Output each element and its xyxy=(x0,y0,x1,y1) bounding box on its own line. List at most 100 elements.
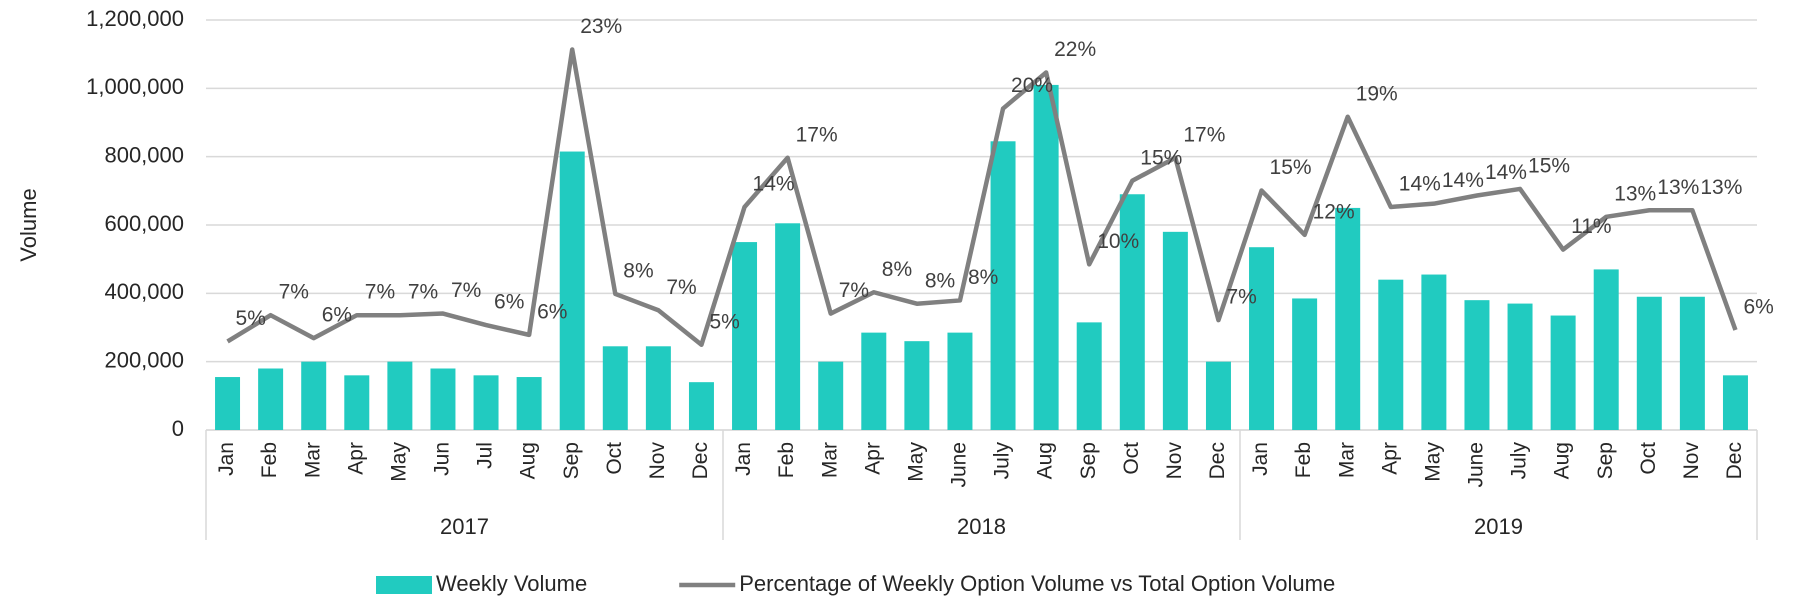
y-tick-label: 200,000 xyxy=(104,347,184,372)
data-label: 8% xyxy=(925,269,955,292)
x-tick-label: May xyxy=(387,442,410,482)
data-label: 13% xyxy=(1657,176,1699,199)
x-tick-label: Dec xyxy=(1723,442,1746,479)
data-label: 7% xyxy=(279,281,309,304)
x-tick-label: Jul xyxy=(474,442,497,469)
y-tick-label: 800,000 xyxy=(104,142,184,167)
x-tick-label: May xyxy=(1421,442,1444,482)
bar xyxy=(1292,298,1318,430)
bar xyxy=(258,368,284,430)
data-label: 7% xyxy=(408,281,438,304)
x-tick-label: Nov xyxy=(1680,442,1703,480)
x-tick-label: Jun xyxy=(431,442,454,476)
bar xyxy=(1076,322,1102,430)
bar xyxy=(775,223,801,430)
data-label: 20% xyxy=(1011,74,1053,97)
data-label: 15% xyxy=(1528,154,1570,177)
x-tick-label: Jan xyxy=(732,442,755,476)
bar xyxy=(1550,315,1576,430)
bar xyxy=(1464,300,1490,430)
x-tick-label: Mar xyxy=(301,442,324,478)
data-label: 15% xyxy=(1270,156,1312,179)
bar xyxy=(473,375,499,430)
legend-label: Weekly Volume xyxy=(436,571,587,596)
data-label: 6% xyxy=(1743,296,1773,319)
x-tick-label: June xyxy=(948,442,971,488)
bar xyxy=(947,332,973,430)
data-label: 5% xyxy=(236,307,266,330)
data-label: 12% xyxy=(1313,200,1355,223)
bar xyxy=(1119,194,1145,430)
bar xyxy=(602,346,628,430)
x-tick-label: Nov xyxy=(1163,442,1186,480)
bar xyxy=(1249,247,1275,430)
y-tick-label: 400,000 xyxy=(104,279,184,304)
y-tick-label: 600,000 xyxy=(104,211,184,236)
x-tick-label: July xyxy=(991,442,1014,480)
bar xyxy=(344,375,370,430)
data-label: 7% xyxy=(451,279,481,302)
data-label: 14% xyxy=(1442,169,1484,192)
x-tick-label: May xyxy=(904,442,927,482)
data-label: 6% xyxy=(322,304,352,327)
data-label: 7% xyxy=(839,279,869,302)
bar xyxy=(732,242,758,430)
data-label: 14% xyxy=(1485,161,1527,184)
data-label: 10% xyxy=(1097,230,1139,253)
x-tick-label: Dec xyxy=(1206,442,1229,479)
bar xyxy=(559,151,585,430)
x-tick-label: Nov xyxy=(646,442,669,480)
data-label: 7% xyxy=(365,281,395,304)
bar xyxy=(1378,279,1404,430)
bar xyxy=(1593,269,1619,430)
bar xyxy=(645,346,671,430)
x-tick-label: Dec xyxy=(689,442,712,479)
x-tick-label: July xyxy=(1508,442,1531,480)
bar xyxy=(1421,274,1447,430)
bar xyxy=(301,361,327,430)
legend-label: Percentage of Weekly Option Volume vs To… xyxy=(739,571,1335,596)
y-tick-label: 1,200,000 xyxy=(86,6,184,31)
bar xyxy=(1205,361,1231,430)
data-label: 22% xyxy=(1054,38,1096,61)
data-label: 8% xyxy=(968,266,998,289)
bar xyxy=(387,361,413,430)
legend-swatch xyxy=(376,576,432,594)
data-label: 5% xyxy=(709,310,739,333)
group-label: 2018 xyxy=(957,514,1006,539)
data-label: 8% xyxy=(882,258,912,281)
y-tick-label: 1,000,000 xyxy=(86,74,184,99)
bar xyxy=(990,141,1016,430)
bar xyxy=(1636,296,1662,430)
data-label: 13% xyxy=(1700,176,1742,199)
x-tick-label: Sep xyxy=(1594,442,1617,479)
data-label: 17% xyxy=(1183,123,1225,146)
x-tick-label: Apr xyxy=(1378,442,1401,475)
data-label: 6% xyxy=(494,291,524,314)
bar xyxy=(1679,296,1705,430)
x-tick-label: Feb xyxy=(775,442,798,478)
x-tick-label: Feb xyxy=(1292,442,1315,478)
x-tick-label: Oct xyxy=(1120,442,1143,475)
data-label: 11% xyxy=(1571,215,1611,238)
x-tick-label: Jan xyxy=(215,442,238,476)
bar xyxy=(516,377,542,430)
data-label: 14% xyxy=(753,173,795,196)
x-tick-label: Apr xyxy=(344,442,367,475)
x-tick-label: Aug xyxy=(517,442,540,479)
bar xyxy=(1033,84,1059,431)
bar xyxy=(818,361,844,430)
x-tick-label: June xyxy=(1465,442,1488,488)
x-tick-label: Mar xyxy=(1335,442,1358,478)
y-axis-label: Volume xyxy=(16,188,41,261)
data-label: 8% xyxy=(623,259,653,282)
bar xyxy=(688,382,714,430)
bar xyxy=(904,341,930,430)
bar xyxy=(1335,207,1361,430)
x-tick-label: Sep xyxy=(1077,442,1100,479)
data-label: 7% xyxy=(1226,286,1256,309)
x-tick-label: Oct xyxy=(1637,442,1660,475)
data-label: 23% xyxy=(580,15,622,38)
group-label: 2019 xyxy=(1474,514,1523,539)
